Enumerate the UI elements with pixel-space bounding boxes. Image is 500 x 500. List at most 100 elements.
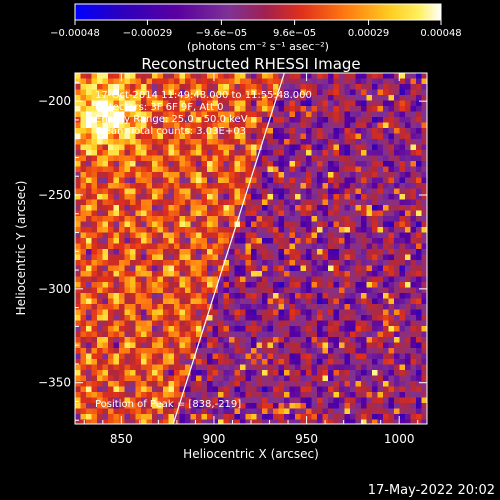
heatmap-cell — [218, 326, 224, 332]
heatmap-cell — [322, 326, 329, 332]
heatmap-cell — [75, 293, 81, 299]
heatmap-cell — [333, 298, 340, 305]
heatmap-cell — [240, 100, 246, 107]
heatmap-cell — [207, 188, 213, 195]
heatmap-cell — [124, 188, 131, 195]
heatmap-cell — [80, 194, 87, 200]
heatmap-cell — [306, 392, 312, 398]
heatmap-cell — [146, 293, 153, 299]
heatmap-cell — [421, 177, 427, 184]
heatmap-cell — [185, 177, 191, 184]
heatmap-cell — [322, 89, 329, 96]
heatmap-cell — [289, 89, 296, 96]
heatmap-cell — [289, 414, 296, 420]
heatmap-cell — [410, 331, 417, 338]
heatmap-cell — [141, 386, 147, 393]
heatmap-cell — [245, 155, 252, 162]
heatmap-cell — [124, 408, 131, 415]
heatmap-cell — [108, 144, 114, 151]
heatmap-cell — [410, 353, 417, 360]
heatmap-cell — [284, 315, 290, 321]
heatmap-cell — [251, 353, 257, 360]
heatmap-cell — [108, 106, 114, 112]
heatmap-cell — [163, 133, 169, 140]
heatmap-cell — [366, 216, 373, 222]
heatmap-cell — [410, 287, 417, 294]
heatmap-cell — [108, 282, 114, 288]
heatmap-cell — [80, 216, 87, 222]
heatmap-cell — [229, 89, 235, 96]
heatmap-cell — [201, 375, 208, 382]
heatmap-cell — [344, 271, 351, 277]
heatmap-cell — [421, 122, 427, 129]
heatmap-cell — [372, 188, 378, 195]
heatmap-cell — [256, 216, 263, 222]
heatmap-cell — [130, 194, 136, 200]
heatmap-cell — [152, 232, 158, 239]
heatmap-cell — [152, 359, 158, 365]
heatmap-cell — [245, 331, 252, 338]
heatmap-cell — [256, 326, 263, 332]
heatmap-cell — [416, 309, 422, 316]
heatmap-cell — [344, 117, 351, 123]
heatmap-cell — [372, 139, 378, 145]
heatmap-cell — [322, 188, 329, 195]
heatmap-cell — [223, 238, 230, 244]
heatmap-cell — [289, 276, 296, 283]
heatmap-cell — [284, 348, 290, 354]
heatmap-cell — [196, 386, 202, 393]
heatmap-cell — [152, 216, 158, 222]
heatmap-cell — [179, 331, 186, 338]
heatmap-cell — [141, 370, 147, 376]
heatmap-cell — [399, 298, 406, 305]
heatmap-cell — [240, 375, 246, 382]
heatmap-cell — [75, 188, 81, 195]
heatmap-cell — [289, 183, 296, 189]
heatmap-cell — [240, 381, 246, 387]
heatmap-cell — [339, 359, 345, 365]
heatmap-cell — [113, 128, 120, 134]
heatmap-cell — [223, 348, 230, 354]
heatmap-cell — [102, 166, 109, 173]
heatmap-cell — [278, 205, 285, 211]
heatmap-cell — [212, 254, 219, 261]
heatmap-cell — [113, 238, 120, 244]
heatmap-cell — [399, 139, 406, 145]
heatmap-cell — [163, 304, 169, 310]
heatmap-cell — [278, 337, 285, 343]
heatmap-cell — [229, 359, 235, 365]
heatmap-cell — [168, 249, 175, 255]
y-tick-label: −350 — [38, 376, 71, 390]
heatmap-cell — [355, 106, 362, 112]
heatmap-cell — [322, 254, 329, 261]
heatmap-cell — [223, 331, 230, 338]
heatmap-cell — [278, 177, 285, 184]
heatmap-cell — [328, 364, 334, 371]
heatmap-cell — [300, 73, 307, 79]
heatmap-cell — [179, 359, 186, 365]
heatmap-cell — [119, 337, 125, 343]
heatmap-cell — [350, 100, 356, 107]
heatmap-cell — [174, 100, 180, 107]
heatmap-cell — [388, 353, 395, 360]
heatmap-cell — [212, 403, 219, 409]
heatmap-cell — [245, 397, 252, 404]
heatmap-cell — [234, 133, 241, 140]
heatmap-cell — [416, 386, 422, 393]
heatmap-cell — [229, 337, 235, 343]
heatmap-cell — [102, 227, 109, 233]
heatmap-cell — [383, 331, 389, 338]
heatmap-cell — [289, 100, 296, 107]
heatmap-cell — [97, 139, 103, 145]
heatmap-cell — [377, 78, 384, 85]
heatmap-cell — [311, 128, 318, 134]
heatmap-cell — [377, 199, 384, 206]
heatmap-cell — [377, 150, 384, 156]
heatmap-cell — [80, 161, 87, 167]
heatmap-cell — [75, 194, 81, 200]
heatmap-cell — [163, 221, 169, 228]
heatmap-cell — [245, 166, 252, 173]
heatmap-cell — [405, 227, 411, 233]
heatmap-cell — [295, 348, 301, 354]
heatmap-cell — [174, 177, 180, 184]
